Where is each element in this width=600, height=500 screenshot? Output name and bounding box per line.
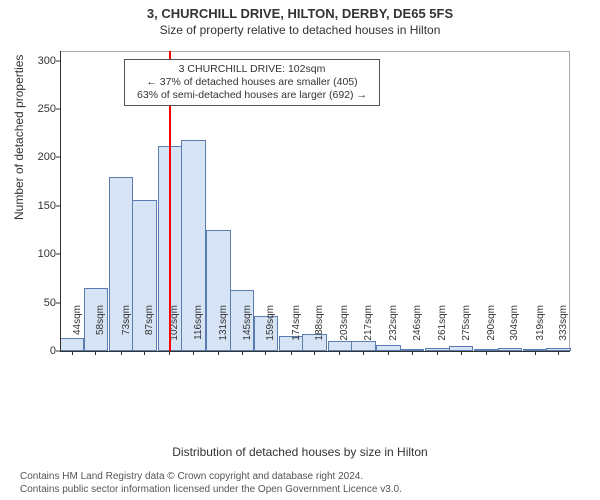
y-tick-mark bbox=[56, 302, 60, 303]
y-tick-label: 250 bbox=[16, 103, 56, 115]
y-tick-label: 300 bbox=[16, 55, 56, 67]
x-tick-mark bbox=[242, 351, 243, 355]
y-axis-label: Number of detached properties bbox=[12, 55, 26, 220]
histogram-bar bbox=[351, 341, 375, 351]
y-tick-label: 0 bbox=[16, 345, 56, 357]
y-axis-line bbox=[60, 51, 61, 351]
annotation-line2: ← 37% of detached houses are smaller (40… bbox=[131, 76, 373, 89]
x-tick-mark bbox=[509, 351, 510, 355]
footer-line2: Contains public sector information licen… bbox=[20, 483, 580, 496]
y-tick-mark bbox=[56, 60, 60, 61]
x-tick-mark bbox=[121, 351, 122, 355]
x-tick-mark bbox=[388, 351, 389, 355]
y-tick-label: 150 bbox=[16, 200, 56, 212]
y-tick-label: 200 bbox=[16, 151, 56, 163]
annotation-line3: 63% of semi-detached houses are larger (… bbox=[131, 89, 373, 102]
x-tick-mark bbox=[339, 351, 340, 355]
x-tick-mark bbox=[558, 351, 559, 355]
x-tick-mark bbox=[218, 351, 219, 355]
x-tick-mark bbox=[72, 351, 73, 355]
histogram-bar bbox=[328, 341, 352, 351]
title-subtitle: Size of property relative to detached ho… bbox=[0, 21, 600, 37]
y-tick-label: 50 bbox=[16, 297, 56, 309]
y-tick-mark bbox=[56, 205, 60, 206]
annotation-line1: 3 CHURCHILL DRIVE: 102sqm bbox=[131, 63, 373, 76]
y-tick-mark bbox=[56, 157, 60, 158]
footer-attribution: Contains HM Land Registry data © Crown c… bbox=[20, 470, 580, 496]
x-tick-mark bbox=[412, 351, 413, 355]
x-tick-mark bbox=[95, 351, 96, 355]
x-tick-mark bbox=[461, 351, 462, 355]
x-tick-mark bbox=[144, 351, 145, 355]
x-axis-label: Distribution of detached houses by size … bbox=[0, 445, 600, 459]
x-tick-mark bbox=[291, 351, 292, 355]
y-tick-label: 100 bbox=[16, 248, 56, 260]
y-tick-mark bbox=[56, 109, 60, 110]
histogram-bar bbox=[60, 338, 84, 351]
histogram-chart: 050100150200250300 44sqm58sqm73sqm87sqm1… bbox=[50, 45, 590, 415]
x-tick-mark bbox=[535, 351, 536, 355]
x-tick-mark bbox=[169, 351, 170, 355]
x-tick-mark bbox=[314, 351, 315, 355]
x-tick-mark bbox=[437, 351, 438, 355]
x-tick-mark bbox=[363, 351, 364, 355]
y-tick-mark bbox=[56, 254, 60, 255]
annotation-box: 3 CHURCHILL DRIVE: 102sqm ← 37% of detac… bbox=[124, 59, 380, 106]
x-tick-mark bbox=[193, 351, 194, 355]
x-tick-mark bbox=[486, 351, 487, 355]
footer-line1: Contains HM Land Registry data © Crown c… bbox=[20, 470, 580, 483]
title-address: 3, CHURCHILL DRIVE, HILTON, DERBY, DE65 … bbox=[0, 0, 600, 21]
x-tick-mark bbox=[265, 351, 266, 355]
y-tick-mark bbox=[56, 351, 60, 352]
